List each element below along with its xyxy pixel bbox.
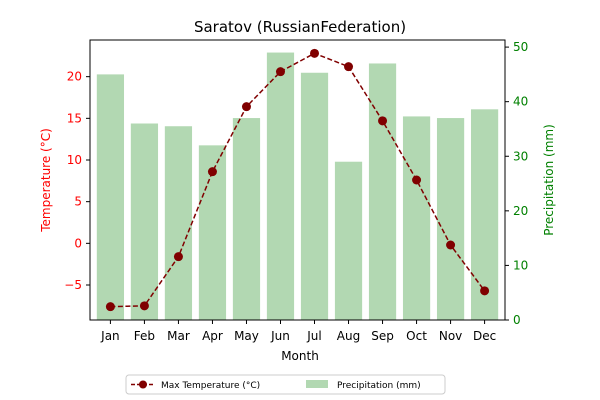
- precipitation-bar: [470, 109, 499, 320]
- line-series: [105, 48, 490, 312]
- legend-box: [125, 374, 446, 395]
- x-axis: Jan Feb Mar Apr May Jun Jul Aug Sep Oct Nov Dec: [100, 320, 496, 343]
- x-tick-label: May: [234, 329, 259, 343]
- y-right-tick-label: 0: [513, 313, 521, 327]
- temperature-point: [378, 116, 388, 126]
- legend-bar-swatch: [306, 380, 328, 388]
- precipitation-bar: [164, 126, 193, 320]
- legend-label-temperature: Max Temperature (°C): [161, 381, 260, 391]
- temperature-point: [446, 240, 456, 250]
- precipitation-bar: [130, 123, 159, 320]
- x-tick-label: Feb: [134, 329, 155, 343]
- y-right-tick-label: 40: [513, 95, 528, 109]
- temperature-point: [480, 286, 490, 296]
- y-axis-left-label: Temperature (°C): [39, 128, 53, 233]
- x-tick-label: Dec: [473, 329, 496, 343]
- legend-label-precipitation: Precipitation (mm): [337, 381, 421, 391]
- y-left-tick-label: 10: [67, 153, 82, 167]
- precipitation-bar: [96, 74, 125, 321]
- y-right-tick-label: 30: [513, 149, 528, 163]
- x-tick-label: Sep: [371, 329, 394, 343]
- temperature-point: [241, 102, 251, 112]
- y-right-tick-label: 10: [513, 258, 528, 272]
- y-left-tick-label: 0: [74, 236, 82, 250]
- bar-series: [96, 52, 499, 321]
- x-tick-label: Oct: [406, 329, 427, 343]
- x-tick-label: Mar: [167, 329, 190, 343]
- x-tick-label: Jan: [100, 329, 120, 343]
- temperature-point: [105, 302, 115, 312]
- temperature-point: [275, 67, 285, 77]
- y-axis-right: 0 10 20 30 40 50: [505, 40, 528, 327]
- precipitation-bar: [402, 116, 431, 320]
- y-axis-left: −5 0 5 10 15 20: [64, 70, 90, 292]
- temperature-point: [139, 301, 149, 311]
- x-tick-label: Nov: [439, 329, 462, 343]
- precipitation-bar: [334, 161, 363, 320]
- precipitation-bar: [232, 118, 261, 320]
- temperature-point: [344, 62, 354, 72]
- y-left-tick-label: −5: [64, 278, 82, 292]
- legend-line-marker: [139, 380, 147, 389]
- precipitation-bar: [436, 118, 465, 320]
- y-left-tick-label: 15: [67, 111, 82, 125]
- precipitation-bar: [368, 63, 397, 320]
- chart-title: Saratov (RussianFederation): [194, 18, 406, 36]
- y-right-tick-label: 50: [513, 40, 528, 54]
- precipitation-bar: [300, 72, 329, 320]
- temperature-line: [110, 52, 486, 308]
- plot-frame: [89, 39, 506, 321]
- x-axis-label: Month: [281, 349, 319, 363]
- temperature-point: [207, 167, 217, 177]
- y-right-tick-label: 20: [513, 204, 528, 218]
- temperature-point: [310, 48, 320, 58]
- x-tick-label: Jun: [270, 329, 290, 343]
- y-left-tick-label: 20: [67, 70, 82, 84]
- temperature-point: [412, 175, 422, 185]
- y-axis-right-label: Precipitation (mm): [542, 124, 556, 236]
- precipitation-bar: [266, 52, 295, 320]
- legend: Max Temperature (°C) Precipitation (mm): [125, 374, 446, 395]
- x-tick-label: Aug: [337, 329, 360, 343]
- y-left-tick-label: 5: [74, 195, 82, 209]
- x-tick-label: Apr: [202, 329, 223, 343]
- x-tick-label: Jul: [306, 329, 321, 343]
- temperature-point: [173, 252, 183, 262]
